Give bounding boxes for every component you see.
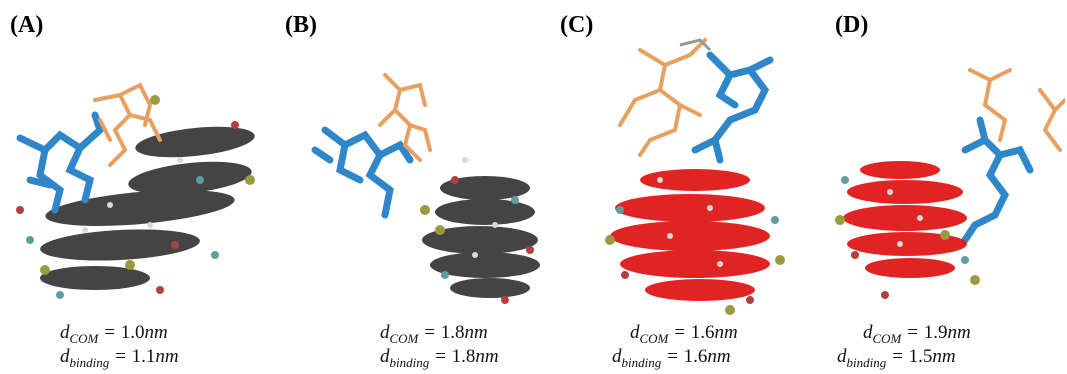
blue-ligand <box>311 126 414 219</box>
aggregate-stack <box>610 169 770 301</box>
molecular-render <box>16 82 255 299</box>
molecular-render <box>311 73 540 304</box>
panel-a: (A) d <box>0 0 270 374</box>
d-binding-label: dbinding = 1.5nm <box>837 346 956 370</box>
panel-c: (C) <box>550 0 810 374</box>
atoms <box>420 157 534 304</box>
orange-ligand <box>378 73 432 162</box>
d-binding-label: dbinding = 1.6nm <box>612 346 731 370</box>
panel-label: (A) <box>10 12 44 38</box>
panel-label: (B) <box>285 12 317 38</box>
panel-b: (B) dCOM = 1.8nm dbindin <box>275 0 545 374</box>
orange-ligand <box>93 82 162 167</box>
panel-d: (D) dCOM = 1.9nm dbindin <box>815 0 1065 374</box>
molecular-render <box>835 68 1065 299</box>
d-com-label: dCOM = 1.0nm <box>60 322 168 346</box>
atoms <box>835 176 980 299</box>
molecular-render <box>605 38 785 315</box>
d-binding-label: dbinding = 1.1nm <box>60 346 179 370</box>
blue-ligand <box>961 116 1034 244</box>
d-com-label: dCOM = 1.6nm <box>630 322 738 346</box>
d-binding-label: dbinding = 1.8nm <box>380 346 499 370</box>
panel-label: (C) <box>560 12 594 38</box>
grey-ligand <box>679 38 712 52</box>
d-com-label: dCOM = 1.8nm <box>380 322 488 346</box>
aggregate-stack <box>843 161 967 278</box>
blue-ligand <box>691 51 774 164</box>
aggregate-stack <box>422 176 540 298</box>
atoms <box>16 95 255 299</box>
aggregate-stack <box>40 126 255 290</box>
atoms <box>605 177 785 315</box>
orange-ligand <box>618 38 707 157</box>
orange-ligand <box>968 68 1065 152</box>
blue-ligand <box>16 111 105 214</box>
panel-label: (D) <box>835 12 869 38</box>
d-com-label: dCOM = 1.9nm <box>863 322 971 346</box>
